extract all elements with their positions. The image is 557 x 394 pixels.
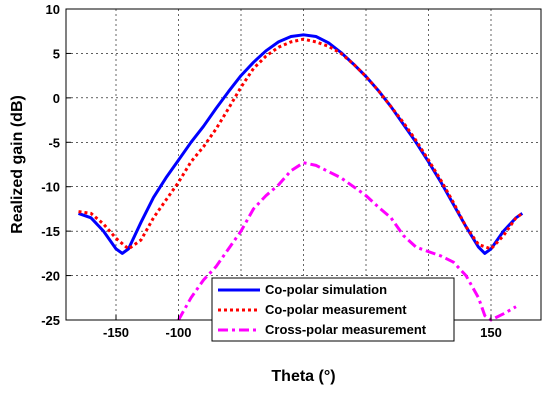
x-axis-label: Theta (°) xyxy=(271,368,335,385)
legend: Co-polar simulation Co-polar measurement… xyxy=(211,277,455,342)
y-tick-label: 5 xyxy=(53,46,60,61)
x-tick-label: -150 xyxy=(103,325,129,340)
y-tick-label: -5 xyxy=(48,135,60,150)
grid xyxy=(66,9,541,320)
y-tick-label: 10 xyxy=(46,2,60,17)
y-tick-label: -25 xyxy=(41,313,60,328)
x-tick-label: -100 xyxy=(165,325,191,340)
series-lines xyxy=(78,33,524,322)
legend-label-cross-polar-measurement: Cross-polar measurement xyxy=(265,322,427,337)
legend-label-co-polar-measurement: Co-polar measurement xyxy=(265,302,407,317)
y-tick-label: 0 xyxy=(53,91,60,106)
x-tick-label: 150 xyxy=(480,325,502,340)
y-tick-label: -15 xyxy=(41,224,60,239)
legend-label-co-polar-simulation: Co-polar simulation xyxy=(265,282,387,297)
series-line-cross-polar-measurement xyxy=(177,161,517,322)
series-line-co-polar-simulation xyxy=(78,33,524,255)
y-tick-label: -10 xyxy=(41,180,60,195)
y-axis-label: Realized gain (dB) xyxy=(9,95,26,234)
series-line-co-polar-measurement xyxy=(78,37,524,251)
y-tick-label: -20 xyxy=(41,269,60,284)
